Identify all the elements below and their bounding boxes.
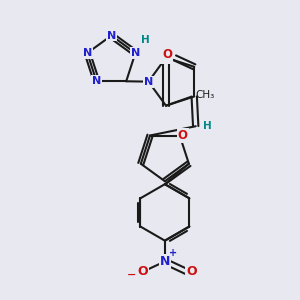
Text: O: O [186, 266, 197, 278]
Text: +: + [169, 248, 177, 258]
Text: H: H [141, 35, 150, 45]
Text: N: N [83, 48, 92, 58]
Text: N: N [144, 76, 153, 87]
Text: O: O [178, 129, 188, 142]
Text: N: N [131, 48, 140, 58]
Text: H: H [203, 121, 212, 131]
Text: N: N [107, 31, 116, 40]
Text: O: O [163, 48, 172, 62]
Text: N: N [92, 76, 101, 86]
Text: CH₃: CH₃ [196, 90, 215, 100]
Text: N: N [160, 255, 170, 268]
Text: −: − [127, 270, 136, 280]
Text: O: O [137, 266, 148, 278]
Text: N: N [161, 52, 171, 63]
